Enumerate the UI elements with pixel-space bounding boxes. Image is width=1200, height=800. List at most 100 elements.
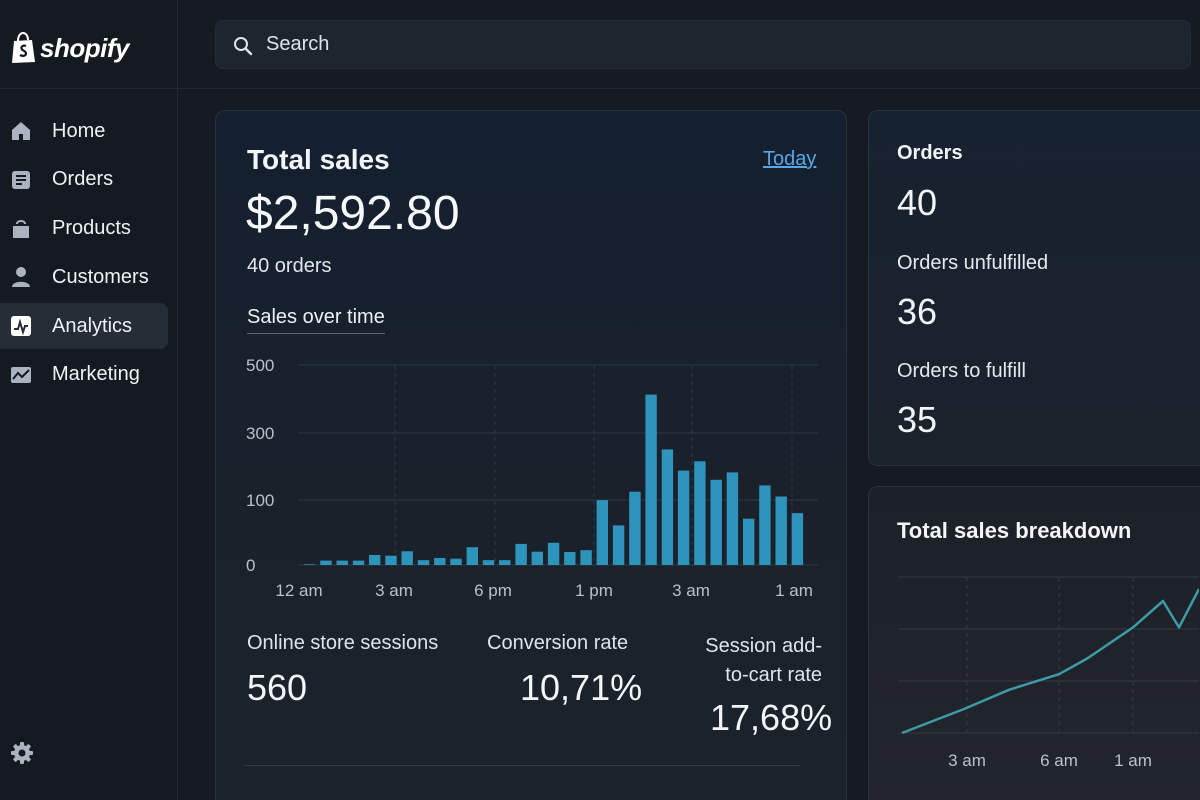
sales-bar[interactable]	[661, 449, 674, 565]
sales-bar[interactable]	[417, 560, 430, 565]
orders-icon	[10, 169, 32, 191]
marketing-icon	[10, 364, 32, 386]
sales-breakdown-line[interactable]	[901, 588, 1199, 735]
tag-icon	[10, 218, 32, 240]
sales-bar[interactable]	[466, 547, 478, 565]
search-input[interactable]: Search	[266, 33, 330, 55]
sidebar-item-label: Orders	[52, 168, 114, 191]
header-divider	[178, 88, 1200, 89]
orders-value: 40	[897, 182, 938, 223]
sales-bar[interactable]	[531, 551, 543, 565]
search-bar[interactable]: Search	[215, 20, 1191, 69]
y-tick-label: 100	[246, 491, 274, 510]
add-to-cart-rate-value: 17,68%	[710, 697, 833, 738]
x-tick-label: 6 pm	[474, 581, 512, 600]
sales-bar[interactable]	[580, 550, 592, 565]
add-to-cart-rate-label-line: Session add-	[705, 635, 822, 657]
x-tick-label: 12 am	[275, 581, 322, 600]
analytics-icon	[10, 315, 32, 337]
sessions-label: Online store sessions	[247, 632, 439, 654]
y-tick-label: 500	[246, 356, 274, 375]
sidebar-item-marketing[interactable]: Marketing	[0, 352, 168, 398]
sales-bar[interactable]	[499, 560, 511, 565]
person-icon	[10, 266, 32, 288]
sidebar-item-customers[interactable]: Customers	[0, 254, 168, 300]
sales-bar[interactable]	[629, 491, 641, 565]
y-tick-label: 0	[246, 556, 255, 575]
sales-bar[interactable]	[596, 500, 608, 565]
orders-card: Orders 40 Orders unfulfilled 36 Orders t…	[868, 110, 1200, 466]
sales-bar[interactable]	[645, 394, 657, 565]
gear-icon	[11, 742, 33, 764]
x-tick-label: 3 am	[672, 581, 710, 600]
sidebar-divider	[0, 88, 178, 89]
sales-breakdown-title: Total sales breakdown	[897, 518, 1132, 543]
total-sales-card: Total sales Today $2,592.80 40 orders Sa…	[215, 110, 847, 800]
sidebar-item-label: Marketing	[52, 363, 140, 386]
sidebar-item-label: Customers	[52, 265, 149, 288]
sales-bar[interactable]	[401, 551, 413, 565]
sales-bar[interactable]	[434, 558, 446, 565]
settings-button[interactable]	[10, 741, 34, 765]
conversion-rate-value: 10,71%	[520, 667, 643, 708]
orders-unfulfilled-value: 36	[897, 291, 938, 332]
total-sales-amount: $2,592.80	[246, 187, 460, 240]
home-icon	[10, 120, 32, 142]
brand-name: shopify	[40, 32, 129, 63]
date-range-link[interactable]: Today	[763, 148, 817, 170]
sales-bar[interactable]	[677, 470, 690, 565]
sales-breakdown-chart: 3 am 6 am 1 am	[899, 576, 1199, 770]
sidebar-item-products[interactable]: Products	[0, 206, 168, 252]
sales-bar[interactable]	[710, 479, 722, 565]
sales-bar[interactable]	[759, 485, 771, 565]
sidebar-item-analytics[interactable]: Analytics	[0, 303, 168, 350]
sidebar-item-orders[interactable]: Orders	[0, 157, 168, 203]
sales-bar[interactable]	[336, 560, 348, 565]
add-to-cart-rate-label-line: to-cart rate	[725, 664, 822, 686]
sales-bar[interactable]	[726, 472, 739, 565]
sessions-value: 560	[247, 667, 308, 708]
x-tick-label: 1 am	[775, 581, 813, 600]
orders-to-fulfill-value: 35	[897, 399, 938, 440]
sales-breakdown-card: Total sales breakdown 3 am 6 am 1 am	[868, 486, 1200, 800]
x-tick-label: 3 am	[948, 751, 986, 770]
sales-bar[interactable]	[369, 555, 381, 565]
sales-bar[interactable]	[775, 496, 787, 566]
sales-bar[interactable]	[515, 543, 527, 565]
total-sales-title: Total sales	[247, 144, 390, 175]
card-divider	[244, 765, 800, 766]
sales-bar[interactable]	[352, 560, 365, 565]
sidebar: shopify Home Orders Products	[0, 0, 178, 800]
sales-bar[interactable]	[450, 558, 462, 565]
add-to-cart-rate-label: Session add- to-cart rate	[676, 632, 822, 690]
shopify-logo[interactable]: shopify	[10, 28, 129, 68]
search-icon	[234, 37, 253, 56]
sales-bar[interactable]	[385, 555, 397, 565]
sales-bar[interactable]	[304, 564, 316, 565]
sales-over-time-chart: 0 100 300 500 12 am 3 am 6 pm 1 pm 3 am 1 am	[246, 356, 818, 600]
sidebar-item-label: Analytics	[52, 314, 133, 337]
sales-bar[interactable]	[320, 560, 332, 565]
y-tick-label: 300	[246, 424, 274, 443]
sales-bar[interactable]	[743, 518, 755, 565]
sales-over-time-title[interactable]: Sales over time	[247, 306, 385, 334]
sales-bar[interactable]	[694, 461, 706, 565]
x-tick-label: 3 am	[375, 581, 413, 600]
sales-bar[interactable]	[482, 560, 495, 565]
order-count: 40 orders	[247, 255, 332, 277]
sales-bar[interactable]	[564, 552, 576, 565]
sales-bar[interactable]	[547, 542, 560, 565]
sales-bar[interactable]	[612, 525, 625, 565]
shopify-bag-icon	[12, 32, 35, 63]
orders-to-fulfill-label: Orders to fulfill	[897, 360, 1026, 382]
orders-unfulfilled-label: Orders unfulfilled	[897, 252, 1049, 274]
sidebar-nav: Home Orders Products Customers	[0, 108, 178, 401]
sales-bar[interactable]	[791, 513, 804, 565]
sidebar-item-label: Home	[52, 119, 106, 142]
x-tick-label: 1 am	[1114, 751, 1152, 770]
x-tick-label: 6 am	[1040, 751, 1078, 770]
sidebar-item-home[interactable]: Home	[0, 108, 168, 154]
x-tick-label: 1 pm	[575, 581, 613, 600]
orders-title: Orders	[897, 142, 963, 164]
